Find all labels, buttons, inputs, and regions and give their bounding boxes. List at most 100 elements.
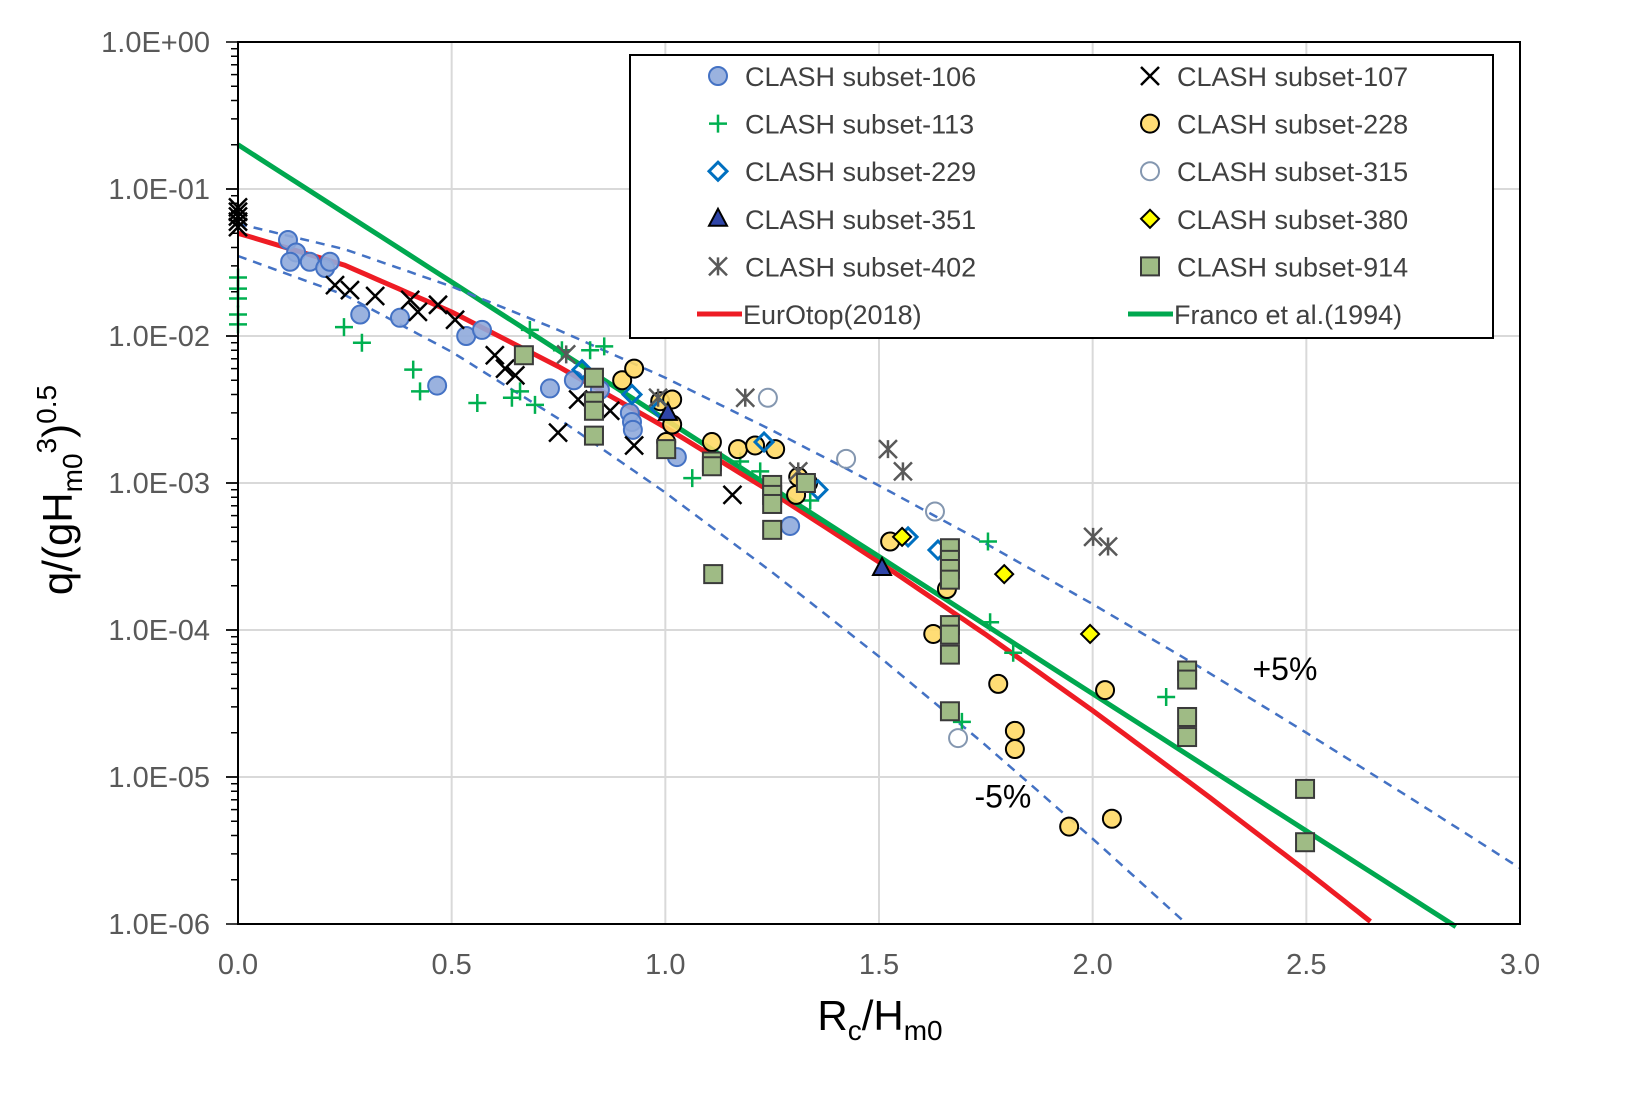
point-clash-subset-113 (952, 712, 971, 731)
point-clash-subset-914 (583, 425, 604, 446)
x-tick-label: 0.0 (218, 949, 258, 981)
x-tick-labels: 0.0 0.5 1.0 1.5 2.0 2.5 3.0 (218, 949, 1540, 981)
point-clash-subset-106 (280, 251, 301, 272)
point-clash-subset-229 (752, 430, 776, 454)
y-tick-label: 1.0E-01 (108, 174, 210, 206)
point-clash-subset-228 (1101, 808, 1122, 829)
point-clash-subset-107 (722, 485, 743, 505)
point-clash-subset-914 (1177, 727, 1198, 748)
point-clash-subset-228 (1059, 816, 1080, 837)
point-clash-subset-914 (656, 439, 677, 460)
point-clash-subset-402 (1083, 526, 1103, 547)
y-tick-label: 1.0E-03 (108, 468, 210, 500)
point-clash-subset-107 (505, 365, 526, 386)
point-clash-subset-315 (757, 387, 778, 408)
legend-label: CLASH subset-315 (1177, 157, 1408, 187)
legend-label: CLASH subset-380 (1177, 205, 1408, 235)
x-tick-label: 3.0 (1500, 949, 1540, 981)
point-clash-subset-106 (472, 319, 493, 340)
point-clash-subset-228 (612, 370, 633, 391)
point-clash-subset-113 (1157, 688, 1176, 707)
point-clash-subset-107 (408, 301, 428, 322)
point-clash-subset-106 (427, 375, 448, 396)
legend: CLASH subset-106 CLASH subset-107 CLASH su… (629, 54, 1494, 339)
legend-label: CLASH subset-229 (745, 157, 976, 187)
point-clash-subset-914 (1295, 778, 1316, 799)
curve-franco-et-al-1994 (236, 142, 1458, 929)
point-clash-subset-914 (762, 493, 783, 514)
point-clash-subset-106 (389, 307, 410, 328)
point-clash-subset-228 (1004, 739, 1025, 760)
point-clash-subset-380 (993, 563, 1015, 585)
point-clash-subset-402 (648, 387, 668, 408)
point-clash-subset-914 (583, 400, 604, 421)
point-clash-subset-914 (795, 473, 816, 493)
point-clash-subset-107 (624, 435, 645, 456)
point-clash-subset-914 (703, 564, 724, 585)
annotations: +5% -5% (974, 651, 1317, 814)
point-clash-subset-914 (939, 569, 960, 590)
point-clash-subset-113 (978, 532, 997, 551)
point-clash-subset-113 (520, 320, 539, 339)
point-clash-subset-380 (1079, 623, 1101, 645)
point-clash-subset-113 (981, 613, 1000, 632)
point-clash-subset-228 (923, 623, 944, 644)
point-clash-subset-914 (1295, 832, 1316, 853)
curve-eurotop-2018 (237, 230, 1372, 924)
point-clash-subset-113 (511, 382, 530, 401)
data-points (228, 197, 1316, 853)
point-clash-subset-228 (624, 358, 645, 379)
x-tick-label: 2.5 (1286, 949, 1326, 981)
point-clash-subset-229 (620, 383, 644, 406)
legend-marker-clash-subset-106 (708, 66, 728, 86)
legend-marker-clash-subset-914 (1140, 256, 1160, 277)
point-clash-subset-106 (350, 304, 371, 325)
point-clash-subset-228 (1004, 720, 1025, 741)
point-clash-subset-106 (780, 515, 801, 536)
point-clash-subset-914 (762, 519, 783, 540)
point-clash-subset-107 (340, 280, 360, 301)
point-clash-subset-106 (319, 251, 340, 272)
x-tick-label: 0.5 (432, 949, 472, 981)
legend-label: CLASH subset-107 (1177, 62, 1408, 92)
point-clash-subset-228 (988, 673, 1009, 694)
point-clash-subset-402 (878, 439, 898, 460)
point-clash-subset-914 (939, 644, 960, 665)
point-clash-subset-914 (701, 456, 722, 477)
y-tick-label: 1.0E+00 (101, 27, 210, 59)
point-clash-subset-113 (352, 333, 371, 352)
legend-label: Franco et al.(1994) (1174, 300, 1402, 330)
point-clash-subset-914 (583, 367, 604, 388)
legend-marker-clash-subset-228 (1140, 113, 1160, 134)
y-tick-label: 1.0E-02 (108, 321, 210, 353)
point-clash-subset-113 (683, 469, 702, 488)
point-clash-subset-402 (1098, 536, 1118, 557)
point-clash-subset-113 (411, 382, 430, 401)
point-clash-subset-113 (751, 462, 770, 481)
legend-marker-clash-subset-402 (708, 256, 728, 277)
annotation-label: -5% (974, 778, 1031, 814)
point-clash-subset-107 (548, 422, 568, 443)
point-clash-subset-106 (539, 378, 560, 399)
x-tick-label: 1.5 (859, 949, 899, 981)
legend-marker-clash-subset-229 (706, 160, 730, 183)
point-clash-subset-914 (513, 345, 534, 366)
legend-box (629, 54, 1494, 339)
legend-label: CLASH subset-228 (1177, 110, 1408, 140)
point-clash-subset-107 (484, 345, 505, 366)
legend-label: CLASH subset-351 (745, 205, 976, 235)
legend-label: CLASH subset-402 (745, 252, 976, 282)
point-clash-subset-113 (468, 394, 487, 413)
x-tick-label: 2.0 (1073, 949, 1113, 981)
point-clash-subset-914 (1177, 669, 1198, 690)
point-clash-subset-107 (365, 286, 386, 306)
point-clash-subset-315 (924, 501, 945, 522)
point-clash-subset-228 (765, 439, 786, 460)
point-clash-subset-315 (948, 728, 969, 749)
legend-marker-clash-subset-380 (1139, 208, 1161, 230)
curves (236, 142, 1521, 929)
point-clash-subset-914 (939, 701, 960, 722)
y-tick-label: 1.0E-05 (108, 762, 210, 794)
annotation-label: +5% (1252, 651, 1317, 687)
lower-bound-dashed-line (237, 254, 1188, 925)
